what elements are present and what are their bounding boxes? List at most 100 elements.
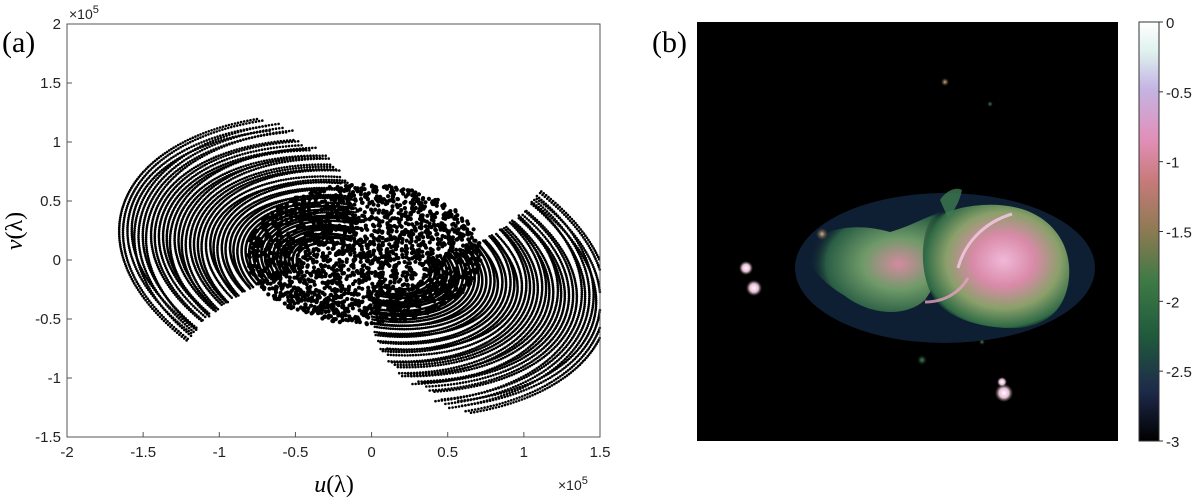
- uv-point: [409, 342, 413, 346]
- uv-point: [277, 184, 280, 188]
- uv-point: [390, 333, 393, 337]
- uv-point: [336, 181, 340, 185]
- uv-point: [457, 347, 461, 350]
- uv-point: [289, 177, 293, 180]
- uv-point: [459, 341, 462, 345]
- uv-point: [325, 178, 328, 182]
- uv-point: [407, 342, 411, 346]
- uv-point: [450, 349, 454, 352]
- uv-point: [404, 334, 408, 337]
- uv-point: [388, 314, 391, 317]
- panel-b-label: (b): [652, 26, 687, 59]
- uv-point: [422, 353, 426, 356]
- uv-point: [272, 185, 276, 189]
- uv-point: [419, 353, 423, 357]
- uv-point: [268, 186, 271, 190]
- uv-point: [425, 333, 429, 336]
- uv-point: [422, 341, 425, 345]
- uv-point: [302, 175, 306, 179]
- uv-point: [374, 333, 378, 337]
- uv-point: [289, 182, 292, 186]
- uv-point: [414, 353, 418, 357]
- uv-point: [286, 183, 290, 186]
- uv-point: [409, 354, 412, 357]
- uv-point: [263, 183, 266, 186]
- uv-point: [272, 180, 276, 184]
- uv-point: [282, 190, 285, 194]
- uv-point: [443, 345, 446, 348]
- uv-point: [440, 338, 444, 342]
- uv-point: [462, 346, 465, 349]
- uv-point: [338, 169, 341, 172]
- uv-point: [314, 178, 318, 182]
- uv-point: [394, 342, 398, 345]
- uv-point: [389, 327, 393, 331]
- uv-point: [308, 175, 311, 179]
- uv-point: [455, 347, 458, 351]
- uv-point: [282, 183, 285, 187]
- uv-point: [313, 175, 317, 178]
- uv-point: [382, 332, 386, 336]
- uv-point: [484, 239, 487, 242]
- uv-point: [312, 186, 316, 190]
- uv-point: [423, 333, 426, 337]
- uv-point: [387, 360, 390, 363]
- uv-point: [333, 175, 336, 178]
- uv-point: [304, 181, 308, 184]
- uv-point: [388, 347, 392, 351]
- uv-point: [430, 352, 434, 356]
- uv-point: [381, 349, 385, 353]
- uv-point: [392, 333, 396, 337]
- uv-point: [381, 341, 385, 345]
- uv-point: [409, 317, 413, 321]
- uv-point: [338, 179, 342, 182]
- uv-point: [424, 341, 428, 344]
- uv-point: [265, 182, 269, 186]
- uv-point: [402, 350, 406, 354]
- uv-point: [279, 179, 283, 182]
- uv-point: [395, 353, 398, 357]
- uv-point: [335, 178, 339, 182]
- uv-point: [346, 181, 349, 185]
- uv-point: [305, 175, 309, 179]
- uv-point: [382, 326, 386, 330]
- uv-coverage-plot: -2 -1.5 -1 -0.5 0 0.5 1 1.5 -1.5-1-0.500.511.52…: [2, 4, 610, 498]
- uv-point: [392, 350, 395, 354]
- uv-point: [495, 232, 498, 236]
- uv-point: [300, 176, 303, 179]
- uv-point: [324, 175, 328, 178]
- uv-point: [309, 181, 313, 184]
- uv-point: [234, 295, 238, 298]
- uv-point: [427, 332, 431, 336]
- uv-point: [443, 338, 446, 341]
- uv-point: [419, 341, 423, 345]
- uv-point: [404, 342, 408, 346]
- uv-point: [397, 333, 401, 337]
- uv-point: [320, 181, 323, 184]
- uv-point: [410, 348, 414, 351]
- uv-point: [407, 317, 411, 321]
- uv-point: [343, 179, 347, 182]
- uv-point: [310, 175, 314, 178]
- uv-point: [247, 285, 251, 288]
- uv-point: [270, 181, 273, 184]
- uv-point: [234, 292, 237, 295]
- uv-point: [408, 350, 411, 354]
- uv-point: [394, 333, 398, 337]
- uv-point: [402, 334, 405, 337]
- uv-point: [380, 332, 383, 336]
- uv-point: [330, 178, 334, 182]
- uv-point: [370, 315, 374, 318]
- uv-point: [399, 342, 403, 346]
- uv-point: [312, 181, 315, 184]
- uv-point: [243, 289, 246, 293]
- uv-point: [277, 179, 280, 183]
- uv-point: [407, 334, 410, 337]
- uv-point: [323, 211, 326, 214]
- uv-point: [291, 189, 294, 192]
- uv-point: [413, 348, 416, 351]
- uv-point: [411, 334, 415, 337]
- uv-point: [278, 191, 281, 195]
- uv-point: [397, 354, 401, 357]
